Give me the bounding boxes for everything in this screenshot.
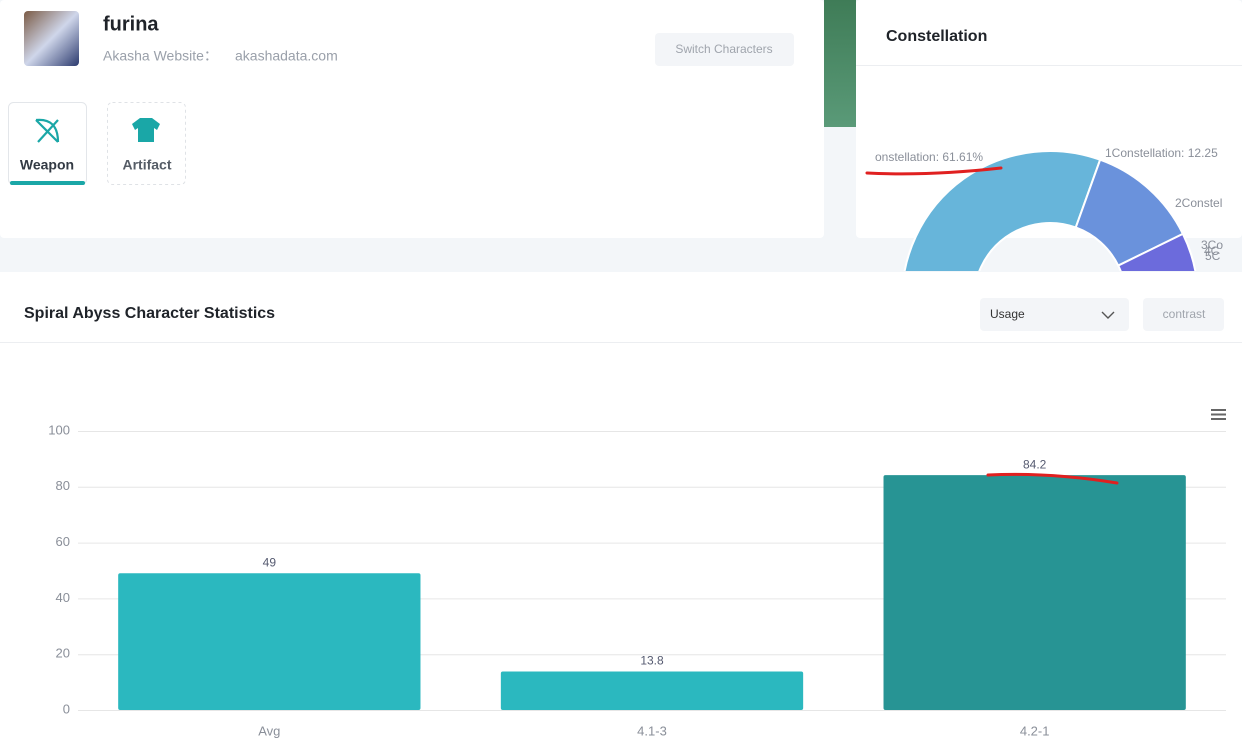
slice-label: onstellation: 61.61% bbox=[875, 150, 983, 164]
select-arrow bbox=[1101, 311, 1115, 319]
tab-label[interactable]: Weapon bbox=[20, 157, 74, 173]
contrast-button[interactable] bbox=[1143, 298, 1224, 331]
card-title: Constellation bbox=[886, 28, 987, 45]
chart-menu[interactable] bbox=[1211, 409, 1226, 420]
value-label: 84.2 bbox=[1023, 457, 1047, 471]
donut-slice bbox=[1116, 232, 1197, 271]
annotation-stroke bbox=[865, 166, 1003, 176]
website-label: Akasha Website： bbox=[103, 48, 218, 64]
tab-label[interactable]: Artifact bbox=[122, 157, 171, 173]
value-label: 49 bbox=[263, 555, 277, 569]
slice-label: 2Constel bbox=[1175, 196, 1222, 210]
banner-strip bbox=[824, 0, 856, 127]
x-tick-label: Avg bbox=[258, 723, 280, 738]
website-link[interactable]: akashadata.com bbox=[235, 48, 338, 64]
switch-button-text[interactable]: Switch Characters bbox=[675, 42, 772, 56]
artifact-icon bbox=[132, 118, 160, 142]
slice-label: 3Co bbox=[1201, 238, 1223, 252]
weapon-icon bbox=[35, 118, 60, 143]
x-tick-label: 4.2-1 bbox=[1020, 723, 1050, 738]
donut-chart bbox=[903, 150, 1197, 271]
slice-label: 1Constellation: 12.25 bbox=[1105, 146, 1218, 160]
tab-artifact[interactable] bbox=[107, 102, 186, 185]
constellation-card bbox=[856, 0, 1242, 238]
donut-slice bbox=[903, 150, 1102, 271]
select-text[interactable]: Usage bbox=[990, 307, 1025, 321]
bar bbox=[883, 475, 1186, 710]
bar bbox=[500, 671, 804, 710]
y-tick-label: 20 bbox=[56, 646, 70, 661]
y-tick-label: 60 bbox=[56, 534, 70, 549]
bar-chart: 0 20 40 60 80 100 49 Avg 13.8 4.1-3 84.2 4.2-1 bbox=[48, 422, 1226, 738]
usage-select[interactable] bbox=[980, 298, 1129, 331]
y-tick-label: 0 bbox=[63, 701, 70, 716]
switch-button[interactable] bbox=[655, 33, 794, 66]
contrast-text[interactable]: contrast bbox=[1163, 307, 1206, 321]
tab-indicator bbox=[10, 181, 85, 185]
value-label: 13.8 bbox=[640, 654, 664, 668]
annotation-stroke bbox=[986, 472, 1119, 485]
slice-label: 5C bbox=[1205, 249, 1221, 263]
slice-label: 4C bbox=[1204, 244, 1220, 258]
panel-title: Spiral Abyss Character Statistics bbox=[24, 305, 275, 322]
x-tick-label: 4.1-3 bbox=[637, 723, 667, 738]
avatar bbox=[24, 11, 79, 66]
y-tick-label: 100 bbox=[48, 422, 70, 437]
character-name: furina bbox=[103, 13, 159, 35]
profile-card bbox=[0, 0, 824, 238]
y-tick-label: 80 bbox=[56, 478, 70, 493]
bar bbox=[118, 573, 421, 710]
y-tick-label: 40 bbox=[56, 590, 70, 605]
